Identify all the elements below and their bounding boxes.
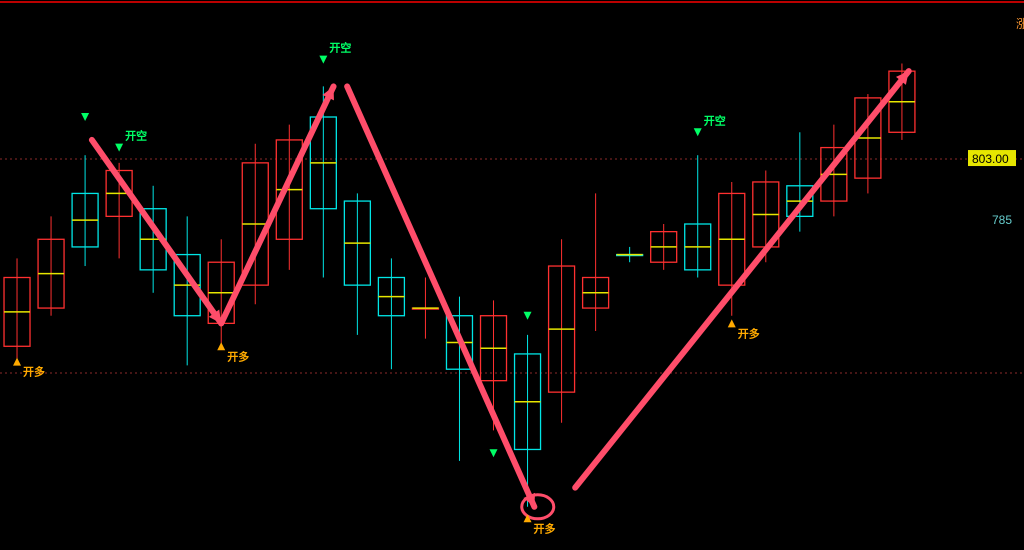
signal-label: 开空 <box>704 113 726 127</box>
signal-down-icon <box>115 144 123 152</box>
trend-arrow <box>575 71 909 488</box>
trend-arrow <box>92 140 221 323</box>
signal-up-icon <box>217 342 225 350</box>
edge-glyph: 涨 <box>1016 16 1024 31</box>
signal-down-icon <box>81 113 89 121</box>
circle-annotation <box>522 495 554 519</box>
signal-label: 开多 <box>227 349 249 363</box>
signal-label: 开空 <box>329 41 351 55</box>
signal-label: 开多 <box>23 365 45 379</box>
signal-label: 开多 <box>534 521 556 535</box>
signal-down-icon <box>319 56 327 64</box>
trend-arrow <box>221 86 333 323</box>
signal-label: 开多 <box>738 326 760 340</box>
signal-down-icon <box>524 312 532 320</box>
signal-up-icon <box>13 358 21 366</box>
secondary-price-label: 785 <box>992 213 1012 227</box>
price-label: 803.00 <box>972 152 1009 166</box>
trend-arrow <box>347 86 534 506</box>
signal-up-icon <box>728 319 736 327</box>
signal-down-icon <box>694 128 702 136</box>
candlestick-chart: 开多 开空开多 开空开多 开空开多 803.00 785 涨 <box>0 0 1024 550</box>
signal-label: 开空 <box>125 129 147 143</box>
signal-down-icon <box>490 449 498 457</box>
